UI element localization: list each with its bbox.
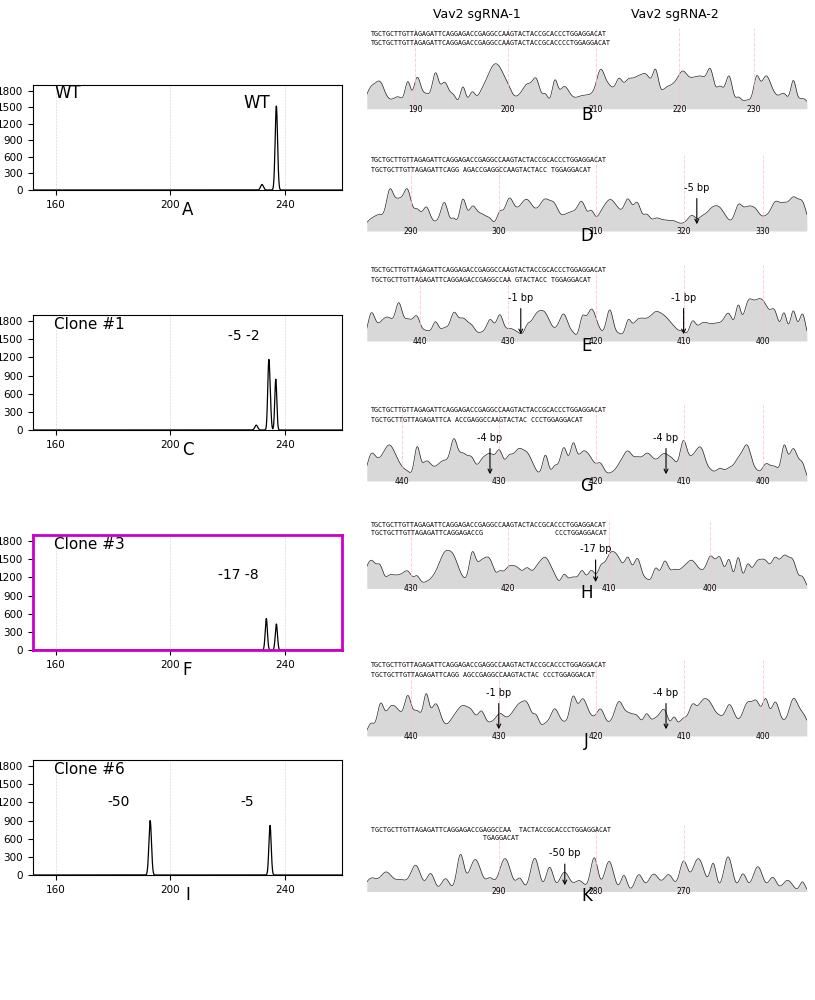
Text: 420: 420	[588, 732, 603, 741]
Text: TGCTGCTTGTTAGAGATTCA ACCGAGGCCAAGTACTAC CCCTGGAGGACAT: TGCTGCTTGTTAGAGATTCA ACCGAGGCCAAGTACTAC …	[371, 417, 584, 423]
Text: 220: 220	[672, 105, 686, 114]
Text: E: E	[582, 337, 592, 355]
Text: TGCTGCTTGTTAGAGATTCAGGAGACCGAGGCCAAGTACTACCGCACCCTGGAGGACAT: TGCTGCTTGTTAGAGATTCAGGAGACCGAGGCCAAGTACT…	[371, 157, 607, 163]
Text: 400: 400	[703, 584, 717, 593]
Text: K: K	[581, 887, 593, 905]
Text: 400: 400	[756, 337, 770, 346]
Text: TGAGGACAT: TGAGGACAT	[371, 835, 519, 841]
Text: F: F	[183, 661, 192, 679]
Text: TGCTGCTTGTTAGAGATTCAGGAGACCG                  CCCTGGAGGACAT: TGCTGCTTGTTAGAGATTCAGGAGACCG CCCTGGAGGAC…	[371, 530, 607, 536]
Text: 410: 410	[601, 584, 616, 593]
Text: Clone #3: Clone #3	[55, 537, 125, 552]
Text: TGCTGCTTGTTAGAGATTCAGGAGACCGAGGCCAA GTACTACC TGGAGGACAT: TGCTGCTTGTTAGAGATTCAGGAGACCGAGGCCAA GTAC…	[371, 277, 591, 283]
Text: TGCTGCTTGTTAGAGATTCAGGAGACCGAGGCCAAGTACTACCGCACCCTGGAGGACAT: TGCTGCTTGTTAGAGATTCAGGAGACCGAGGCCAAGTACT…	[371, 31, 607, 37]
Text: B: B	[581, 106, 593, 124]
Text: 290: 290	[491, 887, 506, 896]
Text: 430: 430	[491, 477, 506, 486]
Text: 430: 430	[500, 337, 515, 346]
Text: 400: 400	[756, 477, 770, 486]
Text: TGCTGCTTGTTAGAGATTCAGGAGACCGAGGCCAAGTACTACCGCACCCTGGAGGACAT: TGCTGCTTGTTAGAGATTCAGGAGACCGAGGCCAAGTACT…	[371, 522, 607, 528]
Text: -17 -8: -17 -8	[218, 568, 259, 582]
Text: 400: 400	[756, 732, 770, 741]
Text: -5: -5	[240, 795, 253, 809]
Text: 430: 430	[491, 732, 506, 741]
Text: 440: 440	[412, 337, 427, 346]
Text: A: A	[182, 201, 193, 219]
Text: 270: 270	[676, 887, 691, 896]
Text: 310: 310	[588, 227, 603, 236]
Text: Clone #6: Clone #6	[55, 762, 125, 777]
Text: -50 bp: -50 bp	[549, 848, 580, 884]
Text: TGCTGCTTGTTAGAGATTCAGG AGCCGAGGCCAAGTACTAC CCCTGGAGGACAT: TGCTGCTTGTTAGAGATTCAGG AGCCGAGGCCAAGTACT…	[371, 672, 595, 678]
Text: 430: 430	[403, 584, 418, 593]
Text: 280: 280	[588, 887, 603, 896]
Text: -1 bp: -1 bp	[671, 293, 696, 333]
Text: TGCTGCTTGTTAGAGATTCAGGAGACCGAGGCCAAGTACTACCGCACCCTGGAGGACAT: TGCTGCTTGTTAGAGATTCAGGAGACCGAGGCCAAGTACT…	[371, 267, 607, 273]
Text: 420: 420	[588, 477, 603, 486]
Text: 300: 300	[491, 227, 506, 236]
Text: 330: 330	[756, 227, 770, 236]
Text: -4 bp: -4 bp	[654, 688, 679, 728]
Text: TGCTGCTTGTTAGAGATTCAGG AGACCGAGGCCAAGTACTACC TGGAGGACAT: TGCTGCTTGTTAGAGATTCAGG AGACCGAGGCCAAGTAC…	[371, 167, 591, 173]
Text: -17 bp: -17 bp	[579, 544, 611, 581]
Text: TGCTGCTTGTTAGAGATTCAGGAGACCGAGGCCAAGTACTACCGCACCCTGGAGGACAT: TGCTGCTTGTTAGAGATTCAGGAGACCGAGGCCAAGTACT…	[371, 662, 607, 668]
Text: C: C	[182, 441, 193, 459]
Text: 190: 190	[408, 105, 422, 114]
Text: -5 -2: -5 -2	[227, 329, 259, 343]
Text: 210: 210	[588, 105, 603, 114]
Text: -4 bp: -4 bp	[478, 433, 503, 473]
Text: 440: 440	[394, 477, 409, 486]
Text: WT: WT	[243, 94, 270, 112]
Text: Vav2 sgRNA-1: Vav2 sgRNA-1	[433, 8, 521, 21]
Text: TGCTGCTTGTTAGAGATTCAGGAGACCGAGGCCAAGTACTACCGCACCCTGGAGGACAT: TGCTGCTTGTTAGAGATTCAGGAGACCGAGGCCAAGTACT…	[371, 407, 607, 413]
Text: 290: 290	[403, 227, 418, 236]
Text: 410: 410	[676, 732, 691, 741]
Text: WT: WT	[55, 84, 81, 102]
Text: 410: 410	[676, 477, 691, 486]
Text: 230: 230	[747, 105, 761, 114]
Text: TGCTGCTTGTTAGAGATTCAGGAGACCGAGGCCAA  TACTACCGCACCCTGGAGGACAT: TGCTGCTTGTTAGAGATTCAGGAGACCGAGGCCAA TACT…	[371, 827, 611, 833]
Text: H: H	[580, 584, 593, 602]
Text: -5 bp: -5 bp	[684, 183, 710, 223]
Text: 420: 420	[500, 584, 515, 593]
Text: 200: 200	[500, 105, 515, 114]
Text: -1 bp: -1 bp	[509, 293, 533, 333]
Text: Vav2 sgRNA-2: Vav2 sgRNA-2	[631, 8, 719, 21]
Text: TGCTGCTTGTTAGAGATTCAGGAGACCGAGGCCAAGTACTACCGCACCCCTGGAGGACAT: TGCTGCTTGTTAGAGATTCAGGAGACCGAGGCCAAGTACT…	[371, 40, 611, 46]
Text: 440: 440	[403, 732, 418, 741]
Text: I: I	[185, 886, 190, 904]
Text: Clone #1: Clone #1	[55, 317, 125, 332]
Text: 410: 410	[676, 337, 691, 346]
Text: -4 bp: -4 bp	[654, 433, 679, 473]
Text: -50: -50	[107, 795, 130, 809]
Text: 420: 420	[588, 337, 603, 346]
Text: G: G	[580, 477, 593, 495]
Text: J: J	[584, 732, 589, 750]
Text: 320: 320	[676, 227, 691, 236]
Text: D: D	[580, 227, 593, 245]
Text: -1 bp: -1 bp	[487, 688, 511, 728]
